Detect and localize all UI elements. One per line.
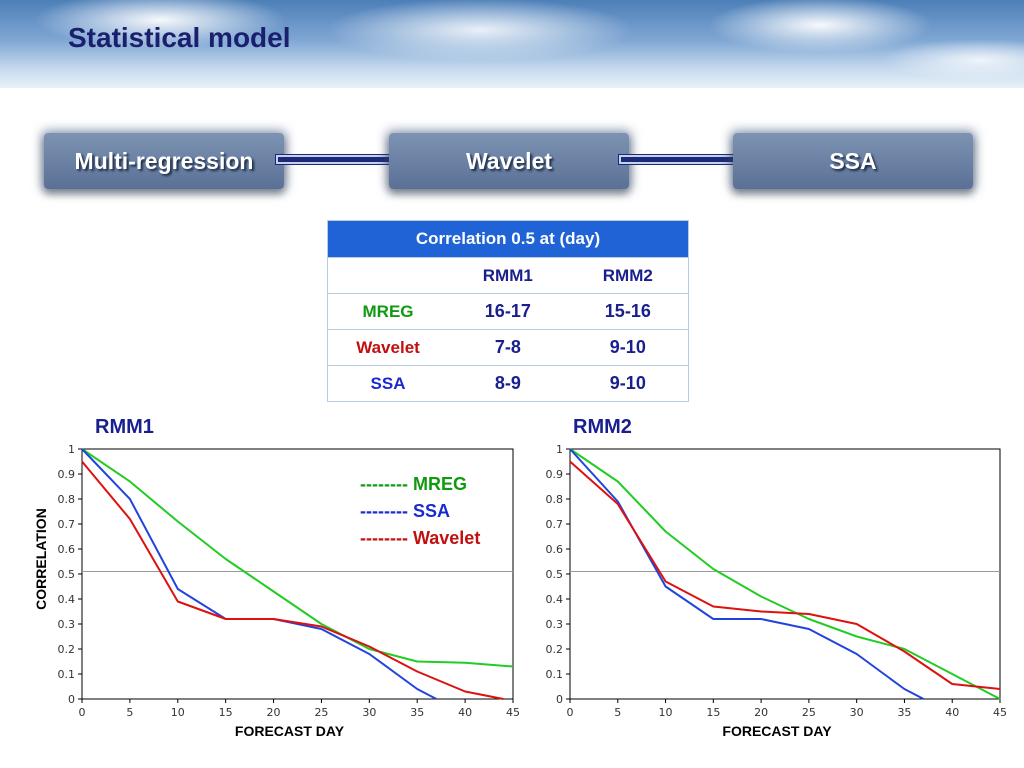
y-tick-label: 0.9 — [58, 468, 76, 481]
x-tick-label: 0 — [567, 706, 574, 719]
x-axis-label: FORECAST DAY — [722, 723, 832, 739]
slide-title: Statistical model — [68, 22, 291, 53]
y-tick-label: 0 — [68, 693, 75, 706]
x-tick-label: 20 — [754, 706, 768, 719]
y-tick-label: 0.3 — [546, 618, 564, 631]
x-tick-label: 35 — [897, 706, 911, 719]
chart-rmm1: 00.10.20.30.40.50.60.70.80.910 5 10 15 20 25 3… — [33, 443, 520, 739]
y-tick-label: 0.8 — [58, 493, 76, 506]
y-tick-label: 0.1 — [58, 668, 76, 681]
y-tick-label: 0.1 — [546, 668, 564, 681]
correlation-table: Correlation 0.5 at (day) RMM1 RMM2 MREG … — [327, 220, 689, 402]
y-tick-label: 0.5 — [58, 568, 76, 581]
x-tick-label: 45 — [506, 706, 520, 719]
table-cell: 9-10 — [567, 365, 689, 402]
table-cell: 16-17 — [448, 293, 568, 330]
sky-banner — [0, 0, 1024, 88]
y-tick-label: 0.7 — [546, 518, 564, 531]
table-row: Wavelet 7-8 9-10 — [327, 329, 689, 366]
series-line-wavelet — [81, 460, 504, 700]
x-tick-label: 35 — [410, 706, 424, 719]
table-cell: 8-9 — [448, 365, 568, 402]
y-tick-label: 1 — [556, 443, 563, 456]
legend-entry-wavelet: -------- Wavelet — [360, 528, 480, 548]
x-tick-label: 40 — [945, 706, 959, 719]
x-tick-label: 5 — [614, 706, 621, 719]
y-tick-label: 0.3 — [58, 618, 76, 631]
series-line-mreg — [569, 448, 1001, 700]
y-tick-label: 0 — [556, 693, 563, 706]
row-label-mreg: MREG — [327, 293, 448, 330]
chart-title-rmm2: RMM2 — [573, 416, 632, 438]
y-tick-label: 0.2 — [58, 643, 76, 656]
flow-connector — [621, 157, 739, 162]
x-tick-label: 30 — [850, 706, 864, 719]
y-tick-label: 0.7 — [58, 518, 76, 531]
table-caption: Correlation 0.5 at (day) — [327, 220, 689, 258]
x-axis-label: FORECAST DAY — [235, 723, 345, 739]
x-tick-label: 0 — [79, 706, 86, 719]
y-tick-label: 0.5 — [546, 568, 564, 581]
y-tick-label: 0.6 — [546, 543, 564, 556]
chart-title-rmm1: RMM1 — [95, 416, 154, 438]
chart-rmm2: 00.10.20.30.40.50.60.70.80.910 5 10 15 20 25 3… — [546, 443, 1008, 739]
flow-connector — [278, 157, 396, 162]
x-tick-label: 45 — [993, 706, 1007, 719]
y-tick-label: 0.9 — [546, 468, 564, 481]
series-line-wavelet — [569, 460, 1001, 690]
x-tick-label: 5 — [126, 706, 133, 719]
x-tick-label: 10 — [171, 706, 185, 719]
table-header-row: RMM1 RMM2 — [327, 257, 689, 294]
flow-box-ssa: SSA — [733, 133, 973, 189]
table-header-cell: RMM2 — [567, 257, 689, 294]
table-row: MREG 16-17 15-16 — [327, 293, 689, 330]
row-label-wavelet: Wavelet — [327, 329, 448, 366]
y-tick-label: 0.8 — [546, 493, 564, 506]
y-axis-label: CORRELATION — [33, 508, 49, 610]
y-tick-label: 0.4 — [58, 593, 76, 606]
x-tick-label: 15 — [219, 706, 233, 719]
row-label-ssa: SSA — [327, 365, 448, 402]
x-tick-label: 20 — [267, 706, 281, 719]
legend-entry-mreg: -------- MREG — [360, 474, 467, 494]
x-tick-label: 40 — [458, 706, 472, 719]
series-line-mreg — [81, 448, 514, 668]
y-tick-label: 0.4 — [546, 593, 564, 606]
plot-area — [569, 448, 1001, 700]
flow-box-multi-regression: Multi-regression — [44, 133, 284, 189]
x-tick-label: 25 — [802, 706, 816, 719]
y-tick-label: 0.6 — [58, 543, 76, 556]
x-tick-label: 15 — [706, 706, 720, 719]
x-tick-label: 10 — [659, 706, 673, 719]
x-tick-label: 25 — [314, 706, 328, 719]
legend-entry-ssa: -------- SSA — [360, 501, 450, 521]
x-tick-label: 30 — [362, 706, 376, 719]
table-row: SSA 8-9 9-10 — [327, 365, 689, 402]
table-cell: 9-10 — [567, 329, 689, 366]
y-tick-label: 1 — [68, 443, 75, 456]
table-header-cell: RMM1 — [448, 257, 568, 294]
table-cell: 7-8 — [448, 329, 568, 366]
y-tick-label: 0.2 — [546, 643, 564, 656]
flow-box-wavelet: Wavelet — [389, 133, 629, 189]
